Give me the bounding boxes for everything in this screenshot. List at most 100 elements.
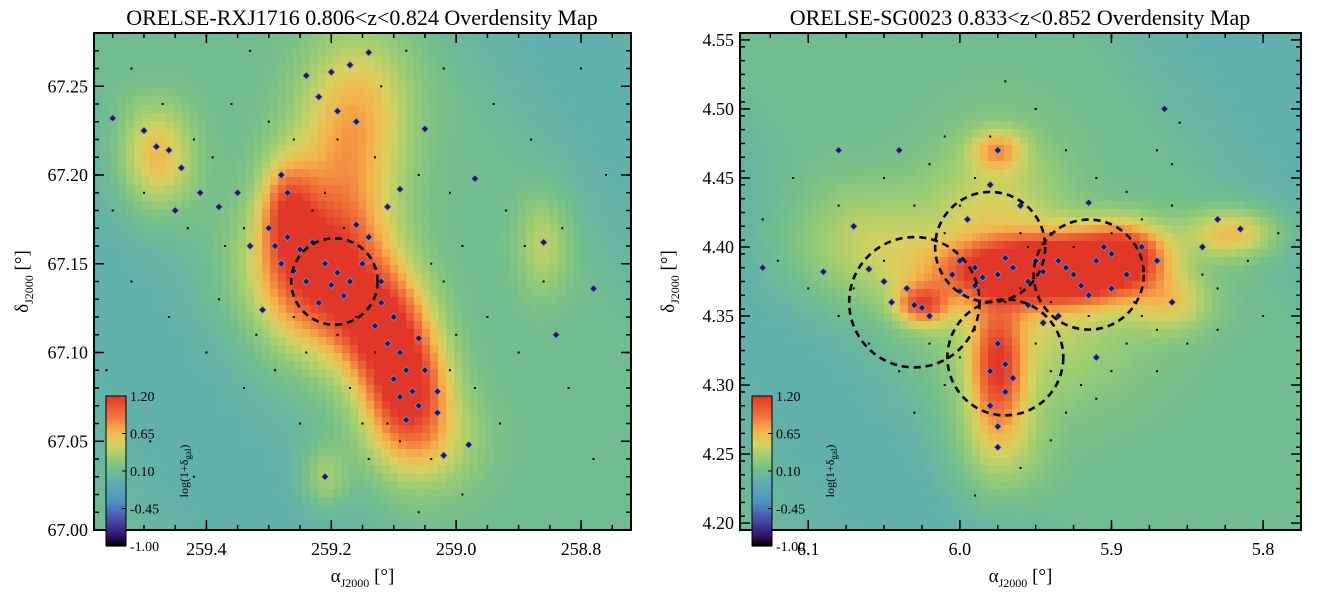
heatmap-cell	[294, 81, 302, 89]
heatmap-cell	[454, 281, 462, 289]
heatmap-cell	[606, 185, 614, 193]
heatmap-cell	[94, 257, 102, 265]
heatmap-cell	[478, 49, 486, 57]
heatmap-cell	[318, 289, 326, 297]
colorbar-step	[106, 516, 126, 520]
heatmap-cell	[430, 401, 438, 409]
heatmap-cell	[182, 241, 190, 249]
heatmap-cell	[1164, 65, 1172, 73]
heatmap-cell	[566, 161, 574, 169]
heatmap-cell	[214, 217, 222, 225]
heatmap-cell	[294, 233, 302, 241]
heatmap-cell	[302, 465, 310, 473]
heatmap-cell	[470, 513, 478, 521]
heatmap-cell	[502, 89, 510, 97]
heatmap-cell	[550, 193, 558, 201]
heatmap-cell	[534, 193, 542, 201]
heatmap-cell	[494, 201, 502, 209]
heatmap-cell	[294, 377, 302, 385]
heatmap-cell	[574, 345, 582, 353]
heatmap-cell	[590, 105, 598, 113]
heatmap-cell	[302, 89, 310, 97]
colorbar-label: log(1+δgal)	[177, 445, 193, 498]
heatmap-cell	[150, 401, 158, 409]
heatmap-cell	[230, 281, 238, 289]
heatmap-cell	[350, 113, 358, 121]
heatmap-cell	[526, 265, 534, 273]
colorbar-step	[106, 538, 126, 542]
heatmap-cell	[1012, 65, 1020, 73]
heatmap-cell	[158, 185, 166, 193]
heatmap-cell	[182, 305, 190, 313]
heatmap-cell	[246, 129, 254, 137]
member-point	[395, 348, 405, 357]
heatmap-cell	[326, 89, 334, 97]
heatmap-cell	[334, 129, 342, 137]
heatmap-cell	[358, 185, 366, 193]
heatmap-cell	[988, 33, 996, 41]
heatmap-cell	[526, 297, 534, 305]
heatmap-cell	[518, 41, 526, 49]
heatmap-cell	[382, 185, 390, 193]
heatmap-cell	[318, 273, 326, 281]
heatmap-cell	[622, 505, 630, 513]
heatmap-cell	[566, 313, 574, 321]
heatmap-cell	[342, 241, 350, 249]
heatmap-cell	[502, 513, 510, 521]
heatmap-cell	[366, 57, 374, 65]
heatmap-cell	[94, 305, 102, 313]
heatmap-cell	[526, 209, 534, 217]
heatmap-cell	[1212, 33, 1220, 41]
heatmap-cell	[366, 217, 374, 225]
colorbar-step	[106, 418, 126, 422]
heatmap-cell	[900, 57, 908, 65]
heatmap-cell	[406, 105, 414, 113]
heatmap-cell	[238, 145, 246, 153]
heatmap-cell	[358, 233, 366, 241]
heatmap-cell	[358, 273, 366, 281]
heatmap-cell	[446, 505, 454, 513]
heatmap-cell	[310, 97, 318, 105]
heatmap-cell	[1244, 41, 1252, 49]
colorbar-step	[106, 471, 126, 475]
heatmap-cell	[302, 409, 310, 417]
heatmap-cell	[382, 457, 390, 465]
heatmap-cell	[518, 241, 526, 249]
heatmap-cell	[566, 409, 574, 417]
heatmap-cell	[430, 265, 438, 273]
heatmap-cell	[286, 65, 294, 73]
heatmap-cell	[302, 321, 310, 329]
heatmap-cell	[350, 65, 358, 73]
heatmap-cell	[390, 345, 398, 353]
heatmap-cell	[190, 137, 198, 145]
heatmap-cell	[294, 41, 302, 49]
heatmap-cell	[1020, 65, 1028, 73]
heatmap-cell	[174, 177, 182, 185]
heatmap-cell	[198, 273, 206, 281]
heatmap-cell	[390, 81, 398, 89]
heatmap-cell	[446, 281, 454, 289]
heatmap-cell	[342, 465, 350, 473]
heatmap-cell	[836, 57, 844, 65]
heatmap-cell	[558, 497, 566, 505]
heatmap-cell	[1028, 49, 1036, 57]
heatmap-cell	[1164, 49, 1172, 57]
heatmap-cell	[542, 209, 550, 217]
heatmap-cell	[590, 225, 598, 233]
heatmap-cell	[454, 265, 462, 273]
heatmap-cell	[214, 385, 222, 393]
member-point	[402, 415, 411, 425]
heatmap-cell	[598, 113, 606, 121]
heatmap-cell	[254, 121, 262, 129]
heatmap-cell	[230, 57, 238, 65]
heatmap-cell	[756, 57, 764, 65]
heatmap-cell	[1124, 65, 1132, 73]
heatmap-cell	[518, 457, 526, 465]
colorbar-step	[106, 456, 126, 460]
heatmap-cell	[238, 353, 246, 361]
heatmap-cell	[446, 97, 454, 105]
heatmap-cell	[494, 425, 502, 433]
heatmap-cell	[422, 153, 430, 161]
heatmap-cell	[510, 393, 518, 401]
heatmap-cell	[1092, 33, 1100, 41]
